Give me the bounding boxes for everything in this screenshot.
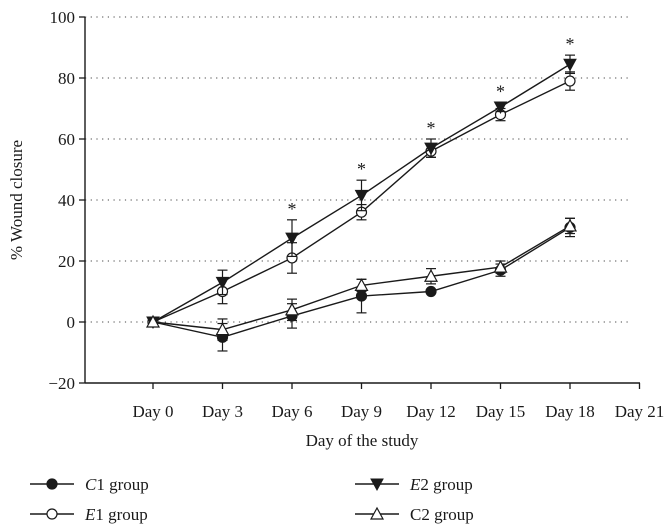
x-tick-label: Day 3 bbox=[202, 402, 243, 421]
data-point bbox=[493, 101, 508, 115]
significance-star: * bbox=[496, 81, 505, 101]
data-point bbox=[284, 302, 300, 316]
data-point bbox=[562, 218, 578, 232]
series-e2-group bbox=[146, 54, 577, 330]
significance-star: * bbox=[357, 159, 366, 179]
legend-marker bbox=[46, 508, 58, 520]
legend-label-prefix: E bbox=[409, 475, 421, 494]
x-tick-label: Day 9 bbox=[341, 402, 382, 421]
legend-marker bbox=[370, 478, 384, 492]
data-point bbox=[354, 189, 369, 203]
x-axis-title: Day of the study bbox=[306, 431, 419, 450]
data-point bbox=[145, 314, 161, 328]
x-tick-label: Day 12 bbox=[406, 402, 456, 421]
y-tick-label: 40 bbox=[58, 191, 75, 210]
legend-marker bbox=[369, 506, 385, 520]
significance-star: * bbox=[566, 34, 575, 54]
legend-label: C1 group bbox=[85, 475, 149, 494]
legend-item: C2 group bbox=[355, 505, 474, 524]
legend-label: C2 group bbox=[410, 505, 474, 524]
data-point bbox=[563, 58, 577, 72]
series-c2-group bbox=[145, 217, 578, 341]
series-line bbox=[152, 225, 571, 331]
legend-label-prefix: C bbox=[85, 475, 97, 494]
y-tick-label: −20 bbox=[48, 374, 75, 393]
data-point bbox=[215, 276, 230, 290]
legend-marker bbox=[46, 478, 58, 490]
y-tick-label: 0 bbox=[67, 313, 76, 332]
legend-label-prefix: E bbox=[84, 505, 96, 524]
data-point bbox=[424, 142, 438, 156]
data-point bbox=[285, 232, 299, 246]
x-tick-label: Day 15 bbox=[476, 402, 526, 421]
legend-label-suffix: 1 group bbox=[95, 505, 147, 524]
data-point bbox=[564, 75, 576, 87]
x-tick-label: Day 0 bbox=[132, 402, 173, 421]
x-tick-label: Day 18 bbox=[545, 402, 595, 421]
x-tick-label: Day 6 bbox=[271, 402, 312, 421]
legend-item: E1 group bbox=[30, 505, 148, 524]
data-point bbox=[215, 322, 230, 336]
significance-markers: * * * * * bbox=[288, 34, 575, 219]
y-axis-ticks: 100 80 60 40 20 0 −20 bbox=[48, 8, 85, 393]
y-tick-label: 100 bbox=[50, 8, 76, 27]
data-point bbox=[493, 259, 508, 273]
y-tick-label: 20 bbox=[58, 252, 75, 271]
legend-label: E2 group bbox=[409, 475, 473, 494]
significance-star: * bbox=[427, 118, 436, 138]
data-point bbox=[423, 268, 439, 282]
data-point bbox=[354, 278, 369, 291]
legend-label: E1 group bbox=[84, 505, 148, 524]
series-layer bbox=[145, 54, 578, 352]
legend-item: C1 group bbox=[30, 475, 149, 494]
y-tick-label: 60 bbox=[58, 130, 75, 149]
x-axis-ticks: Day 0 Day 3 Day 6 Day 9 Day 12 Day 15 Day 18 Da… bbox=[132, 383, 664, 421]
legend-label-suffix: C2 group bbox=[410, 505, 474, 524]
y-axis-title: % Wound closure bbox=[7, 140, 26, 260]
legend-item: E2 group bbox=[355, 475, 473, 494]
y-tick-label: 80 bbox=[58, 69, 75, 88]
legend-label-suffix: 1 group bbox=[96, 475, 148, 494]
significance-star: * bbox=[288, 199, 297, 219]
x-tick-label: Day 21 bbox=[615, 402, 665, 421]
data-point bbox=[355, 290, 368, 302]
data-point bbox=[425, 285, 437, 298]
legend-label-suffix: 2 group bbox=[420, 475, 472, 494]
